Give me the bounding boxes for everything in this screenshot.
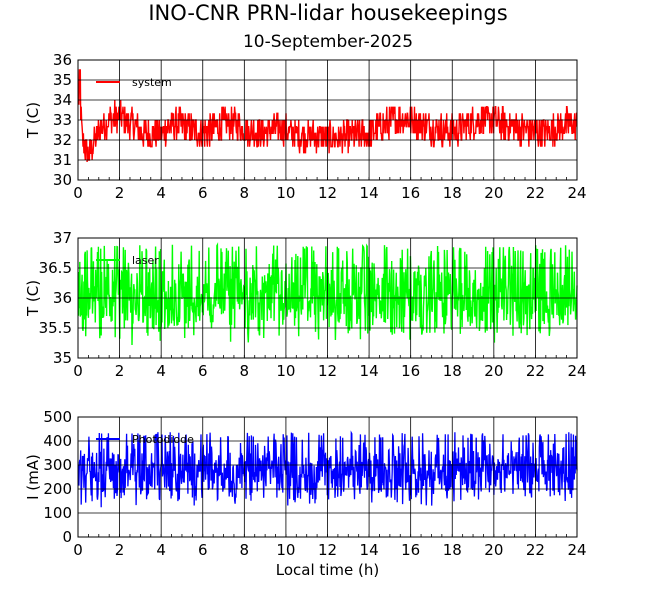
y-tick-label: 400 xyxy=(43,432,72,450)
y-tick-label: 36.5 xyxy=(39,259,72,277)
y-tick-label: 0 xyxy=(62,528,72,546)
x-tick-label: 8 xyxy=(240,541,250,559)
y-axis-label: T (C) xyxy=(24,102,42,139)
x-tick-label: 8 xyxy=(240,184,250,202)
legend-label: Photodiode xyxy=(132,433,194,446)
x-tick-label: 20 xyxy=(484,184,503,202)
x-tick-label: 4 xyxy=(156,362,166,380)
y-tick-label: 31 xyxy=(53,151,72,169)
x-tick-label: 16 xyxy=(401,541,420,559)
x-tick-label: 10 xyxy=(276,184,295,202)
x-tick-label: 6 xyxy=(198,362,208,380)
x-tick-label: 20 xyxy=(484,541,503,559)
x-axis-label: Local time (h) xyxy=(276,561,380,579)
legend-label: system xyxy=(132,76,172,89)
x-tick-label: 6 xyxy=(198,184,208,202)
y-tick-label: 100 xyxy=(43,504,72,522)
y-tick-label: 36 xyxy=(53,289,72,307)
x-tick-label: 2 xyxy=(115,362,125,380)
x-tick-label: 16 xyxy=(401,362,420,380)
x-tick-label: 2 xyxy=(115,184,125,202)
x-tick-label: 18 xyxy=(443,184,462,202)
x-tick-label: 22 xyxy=(526,541,545,559)
x-tick-label: 22 xyxy=(526,362,545,380)
x-tick-label: 24 xyxy=(567,541,586,559)
x-tick-label: 24 xyxy=(567,362,586,380)
x-tick-label: 14 xyxy=(360,184,379,202)
y-axis-label: I (mA) xyxy=(24,454,42,500)
x-tick-label: 0 xyxy=(73,184,83,202)
x-tick-label: 22 xyxy=(526,184,545,202)
x-tick-label: 0 xyxy=(73,541,83,559)
x-tick-label: 18 xyxy=(443,362,462,380)
x-tick-label: 10 xyxy=(276,541,295,559)
y-tick-label: 35.5 xyxy=(39,319,72,337)
chart-title: INO-CNR PRN-lidar housekeepings xyxy=(148,1,507,25)
y-axis-label: T (C) xyxy=(24,280,42,317)
x-tick-label: 20 xyxy=(484,362,503,380)
y-tick-label: 37 xyxy=(53,229,72,247)
y-tick-label: 200 xyxy=(43,480,72,498)
x-tick-label: 6 xyxy=(198,541,208,559)
y-tick-label: 35 xyxy=(53,349,72,367)
chart-subtitle: 10-September-2025 xyxy=(243,32,413,52)
x-tick-label: 4 xyxy=(156,184,166,202)
x-tick-label: 10 xyxy=(276,362,295,380)
x-tick-label: 4 xyxy=(156,541,166,559)
y-tick-label: 30 xyxy=(53,171,72,189)
y-tick-label: 500 xyxy=(43,408,72,426)
y-tick-label: 33 xyxy=(53,111,72,129)
y-tick-label: 34 xyxy=(53,91,72,109)
y-tick-label: 300 xyxy=(43,456,72,474)
x-tick-label: 12 xyxy=(318,541,337,559)
plot-frame xyxy=(77,59,578,181)
legend-label: laser xyxy=(132,254,159,267)
x-tick-label: 12 xyxy=(318,184,337,202)
x-tick-label: 12 xyxy=(318,362,337,380)
plot-frame xyxy=(77,237,578,359)
y-tick-label: 35 xyxy=(53,71,72,89)
x-tick-label: 16 xyxy=(401,184,420,202)
y-tick-label: 36 xyxy=(53,51,72,69)
x-tick-label: 2 xyxy=(115,541,125,559)
x-tick-label: 0 xyxy=(73,362,83,380)
x-tick-label: 14 xyxy=(360,362,379,380)
x-tick-label: 24 xyxy=(567,184,586,202)
x-tick-label: 8 xyxy=(240,362,250,380)
x-tick-label: 14 xyxy=(360,541,379,559)
x-tick-label: 18 xyxy=(443,541,462,559)
y-tick-label: 32 xyxy=(53,131,72,149)
plot-frame xyxy=(77,416,578,538)
